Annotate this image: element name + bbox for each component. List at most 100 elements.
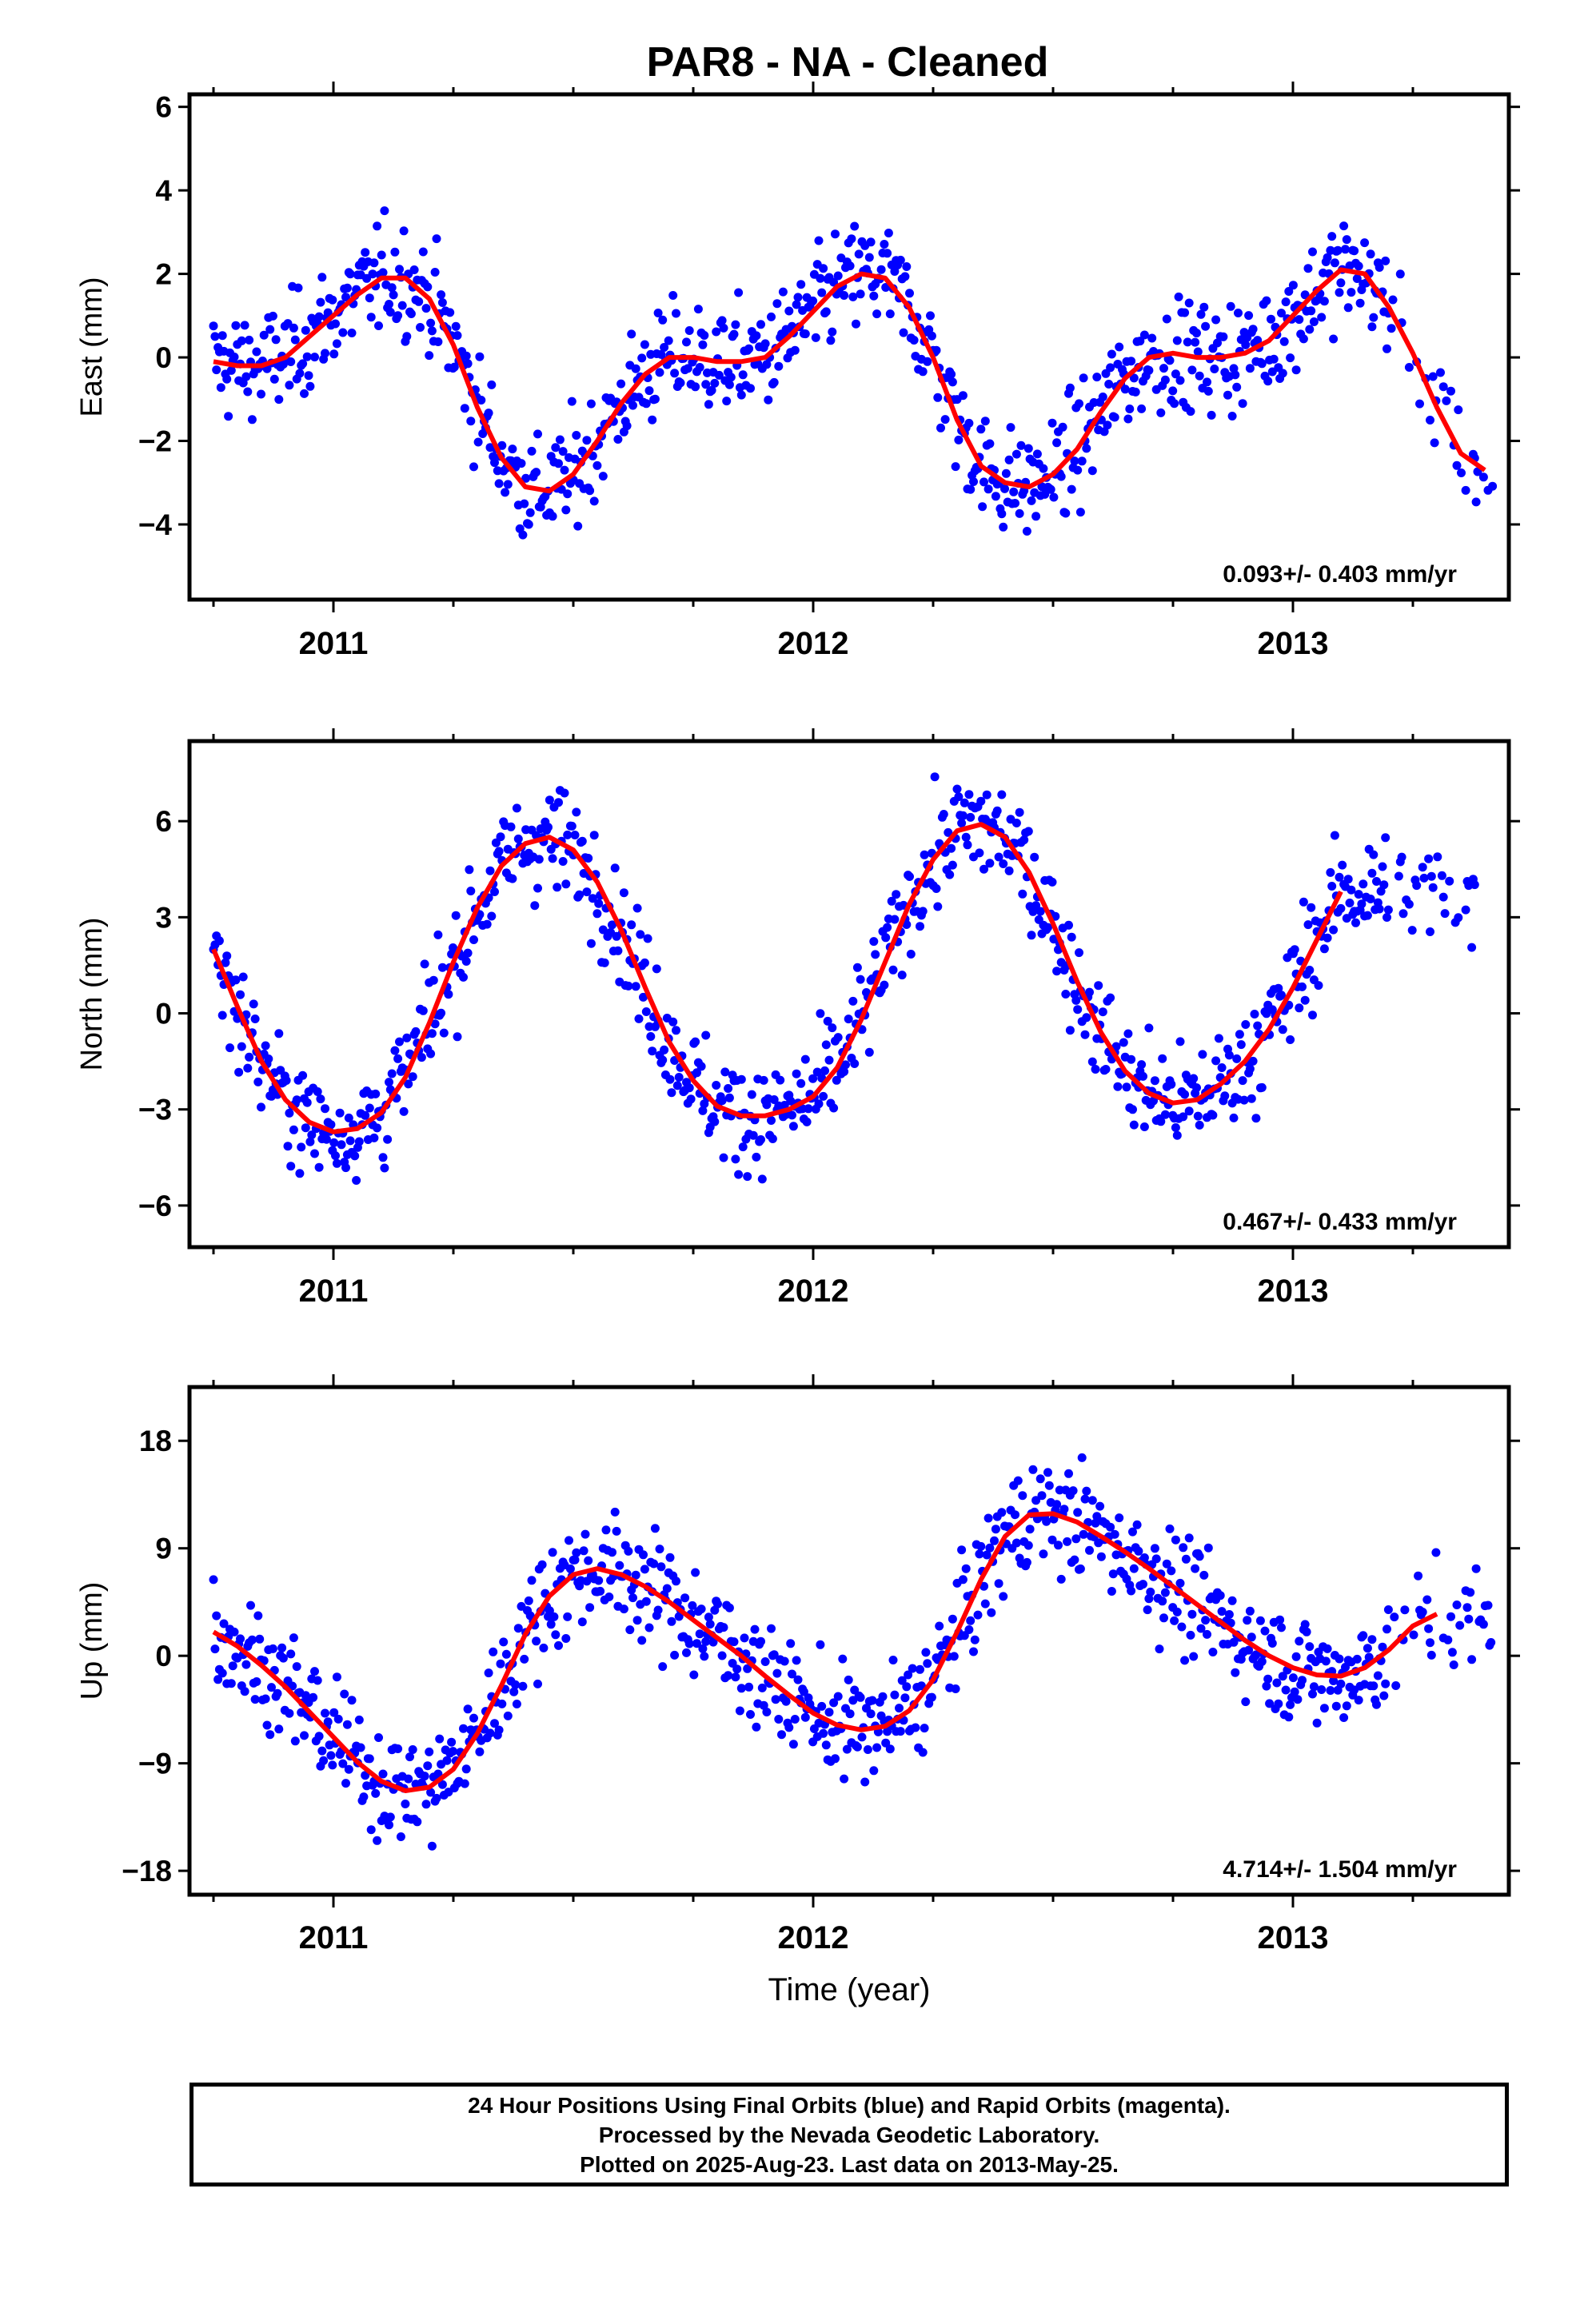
- data-point: [786, 1639, 796, 1648]
- data-point: [833, 1692, 843, 1701]
- data-point: [817, 288, 827, 297]
- data-point: [615, 1561, 624, 1570]
- data-point: [268, 311, 277, 321]
- data-point: [1044, 1481, 1054, 1490]
- data-point: [729, 1637, 739, 1647]
- data-point: [405, 1752, 414, 1762]
- data-point: [1461, 905, 1470, 915]
- data-point: [265, 325, 275, 334]
- data-point: [973, 1610, 983, 1620]
- data-point: [772, 1668, 782, 1678]
- data-point: [1162, 1559, 1171, 1569]
- data-point: [600, 958, 609, 967]
- data-point: [1052, 967, 1062, 976]
- data-point: [586, 399, 596, 409]
- data-point: [1139, 1580, 1147, 1589]
- data-point: [1430, 438, 1439, 448]
- data-point: [923, 1659, 932, 1668]
- data-point: [321, 349, 329, 358]
- data-point: [1128, 1527, 1137, 1537]
- data-point: [527, 446, 537, 456]
- data-point: [1338, 860, 1347, 870]
- data-point: [350, 1151, 360, 1161]
- data-point: [395, 265, 404, 274]
- data-point: [426, 1049, 436, 1058]
- data-point: [1331, 1701, 1341, 1711]
- data-point: [539, 1643, 549, 1652]
- data-point: [1168, 386, 1178, 396]
- data-point: [1073, 465, 1083, 475]
- data-point: [1305, 966, 1315, 975]
- data-point: [1235, 1030, 1244, 1039]
- data-point: [1335, 872, 1344, 882]
- data-point: [885, 309, 895, 319]
- data-point: [1455, 1620, 1465, 1630]
- data-point: [237, 1042, 246, 1051]
- data-point: [816, 1009, 825, 1018]
- data-point: [1449, 1660, 1458, 1669]
- data-point: [1080, 1494, 1090, 1504]
- data-point: [1217, 1063, 1227, 1072]
- data-point: [665, 1553, 675, 1562]
- data-point: [1022, 527, 1031, 536]
- data-point: [707, 385, 716, 395]
- data-point: [411, 1026, 421, 1036]
- data-point: [816, 273, 825, 283]
- data-point: [533, 883, 542, 893]
- data-point: [1329, 334, 1339, 344]
- data-point: [534, 855, 544, 864]
- data-point: [473, 437, 483, 447]
- data-point: [585, 1603, 595, 1612]
- data-point: [1382, 344, 1391, 353]
- data-point: [997, 790, 1007, 799]
- data-point: [1223, 390, 1232, 400]
- data-point: [964, 1625, 974, 1634]
- data-point: [432, 234, 441, 244]
- data-point: [385, 308, 395, 317]
- data-point: [317, 1746, 327, 1756]
- data-point: [632, 1616, 642, 1625]
- data-point: [499, 1637, 509, 1647]
- data-point: [1167, 1079, 1176, 1089]
- data-point: [717, 316, 727, 325]
- data-point: [1172, 336, 1182, 345]
- data-point: [548, 512, 557, 521]
- data-point: [1281, 1685, 1291, 1695]
- data-point: [744, 1682, 754, 1692]
- data-point: [1263, 377, 1273, 386]
- data-point: [1379, 880, 1389, 890]
- data-point: [1428, 372, 1438, 381]
- data-point: [1260, 1626, 1270, 1636]
- data-point: [1077, 456, 1087, 466]
- data-point: [264, 1054, 273, 1063]
- data-point: [652, 964, 661, 974]
- data-point: [1211, 1056, 1221, 1066]
- data-point: [1208, 1110, 1218, 1120]
- data-point: [1023, 1541, 1033, 1550]
- data-point: [1326, 867, 1335, 877]
- data-point: [734, 288, 744, 297]
- data-point: [1295, 315, 1304, 325]
- data-point: [437, 1780, 447, 1789]
- data-point: [686, 1094, 696, 1104]
- data-point: [241, 372, 251, 381]
- data-point: [1424, 854, 1434, 863]
- data-point: [365, 1754, 374, 1764]
- data-point: [484, 1668, 493, 1678]
- data-point: [1049, 492, 1059, 502]
- data-point: [295, 1169, 305, 1178]
- data-point: [1414, 1571, 1423, 1581]
- data-point: [1227, 1596, 1237, 1605]
- data-point: [345, 1136, 355, 1146]
- data-point: [1184, 298, 1194, 308]
- data-point: [402, 332, 412, 341]
- data-point: [302, 352, 312, 361]
- data-point: [762, 1708, 772, 1716]
- caption-box: 24 Hour Positions Using Final Orbits (bl…: [190, 2083, 1509, 2186]
- data-point: [307, 1130, 317, 1140]
- data-point: [219, 1619, 229, 1628]
- data-point: [1345, 899, 1355, 907]
- data-point: [561, 1634, 571, 1643]
- data-point: [705, 1620, 715, 1629]
- data-point: [771, 1695, 780, 1704]
